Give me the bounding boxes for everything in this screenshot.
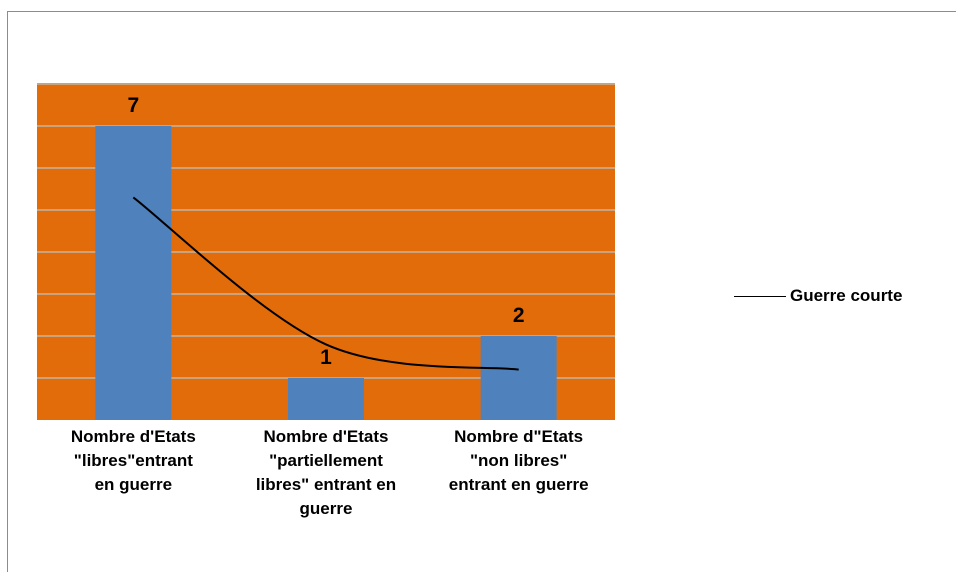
bar [288, 378, 364, 420]
bar [95, 126, 172, 420]
category-label-line: "partiellement [269, 451, 383, 470]
category-label-line: Nombre d'Etats [263, 427, 389, 446]
data-label: 7 [127, 94, 139, 117]
bar [480, 336, 557, 420]
bars [95, 126, 557, 420]
category-label: Nombre d'Etats "partiellement libres" entr… [236, 425, 416, 521]
category-label: Nombre d'Etats "libres"entrant en guerre [43, 425, 223, 497]
chart-frame [7, 11, 956, 572]
category-label: Nombre d"Etats "non libres" entrant en gue… [429, 425, 609, 497]
category-label-line: entrant en guerre [448, 475, 589, 494]
data-label: 2 [513, 304, 525, 327]
legend: Guerre courte [734, 284, 902, 308]
category-label-line: en guerre [94, 475, 173, 494]
data-labels: 7 1 2 [127, 94, 524, 369]
category-label-line: Nombre d'Etats [70, 427, 196, 446]
category-label-line: "libres"entrant [73, 451, 193, 470]
category-label-line: "non libres" [469, 451, 568, 470]
data-label: 1 [320, 346, 332, 369]
trend-line-guerre-courte [132, 196, 519, 371]
category-label-line: libres" entrant en [255, 475, 397, 494]
legend-label: Guerre courte [790, 286, 903, 305]
category-label-line: Nombre d"Etats [454, 427, 584, 446]
category-label-line: guerre [299, 499, 353, 518]
legend-line-marker [734, 295, 786, 297]
